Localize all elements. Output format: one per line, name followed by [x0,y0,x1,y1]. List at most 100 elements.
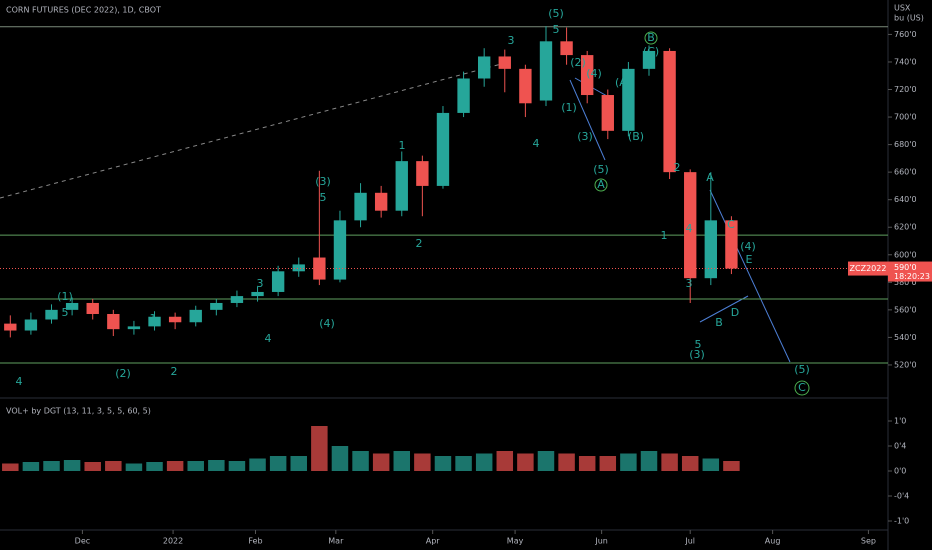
y-tick-label: 680'0 [894,140,917,149]
volume-bar [208,460,225,471]
volume-bar [63,460,81,471]
volume-bar [352,451,369,471]
candle-body [601,95,614,131]
volume-bar [681,456,699,471]
candle-body [271,271,285,292]
price-tag-box [888,261,932,282]
wave-label: 5 [62,306,69,319]
wave-label: (5) [593,163,609,176]
y-tick-label: 540'0 [894,333,917,342]
wave-label: E [746,253,753,266]
countdown: 18:20:23 [894,272,930,281]
candle-body [498,56,511,69]
trend-line [0,62,506,199]
y-tick-label: 660'0 [894,168,917,177]
wave-label: (5) [548,7,564,20]
wave-label: A [597,178,605,191]
wave-label: 5 [320,191,327,204]
y-tick-label: 720'0 [894,85,917,94]
x-tick-label: Feb [248,537,262,546]
x-tick-label: Dec [75,537,90,546]
candle-body [622,68,635,131]
y2-tick-label: 0'0 [894,467,906,476]
y-tick-label: 700'0 [894,113,917,122]
candle-body [416,161,429,186]
wave-label: B [647,31,655,44]
volume-bar [228,461,246,471]
wave-label: (2) [115,367,131,380]
chart-title: CORN FUTURES (DEC 2022), 1D, CBOT [6,6,161,15]
y2-tick-label: 0'4 [894,442,906,451]
indicator-title: VOL+ by DGT (13, 11, 3, 5, 5, 60, 5) [6,407,151,416]
volume-bar [372,453,390,471]
wave-circle [644,31,658,45]
wave-label: (2) [570,56,586,69]
symbol-tag-box [848,261,888,276]
wave-label: (3) [577,130,593,143]
wave-label: (1) [561,101,577,114]
volume-bar [84,462,101,471]
wave-label: (4) [740,240,756,253]
candle-body [148,316,161,327]
x-tick-label: Apr [426,537,441,546]
candle-body [127,326,141,330]
wave-label: 4 [533,137,540,150]
y2-tick-label: 1'0 [894,417,906,426]
volume-bar [537,451,555,471]
wave-label: C [727,218,735,231]
volume-bar [187,461,204,471]
last-price: 590'0 [894,263,917,272]
y2-tick-label: -1'0 [894,517,909,526]
candle-body [457,78,470,113]
volume-bar [331,446,349,471]
wave-label: 4 [16,375,23,388]
wave-label: D [731,306,739,319]
wave-label: 1 [399,139,406,152]
wave-label: (C) [643,45,659,58]
wave-label: (4) [319,317,335,330]
x-tick-label: Jul [684,537,695,546]
y-tick-label: 580'0 [894,278,917,287]
wave-label: 3 [686,277,693,290]
candle-body [477,56,491,79]
wave-label: (1) [57,290,73,303]
volume-bar [640,451,658,471]
wave-label: 1 [150,312,157,325]
candle-body [519,68,532,104]
wave-label: (3) [315,175,331,188]
wave-label: (5) [794,363,810,376]
candle-body [333,220,347,280]
y-tick-label: 520'0 [894,360,917,369]
wave-label: 2 [416,237,423,250]
y2-tick-label: -0'4 [894,492,909,501]
volume-bar [146,462,163,471]
wave-label: 2 [171,365,178,378]
candle-body [292,264,305,272]
candle-body [168,316,182,323]
wave-circle [794,380,810,396]
volume-bar [702,458,720,471]
volume-bar [2,463,19,471]
volume-bar [620,453,637,471]
x-tick-label: Jun [594,537,608,546]
x-tick-label: 2022 [163,537,183,546]
candle-body [65,302,79,310]
y-tick-label: 760'0 [894,30,917,39]
volume-bar [578,456,596,471]
candle-body [107,313,120,330]
wave-line [709,189,791,363]
wave-label: 5 [695,338,702,351]
candle-body [581,55,594,96]
wave-label: A [706,171,714,184]
volume-bar [414,453,431,471]
wave-label: (4) [586,67,602,80]
volume-bar [290,456,307,471]
candle-body [4,323,17,331]
unit: bu (US) [894,14,924,23]
candle-body [24,319,38,331]
volume-bar [723,461,740,471]
candle-body [251,291,264,297]
currency: USX [894,4,911,13]
wave-label: C [798,381,806,394]
